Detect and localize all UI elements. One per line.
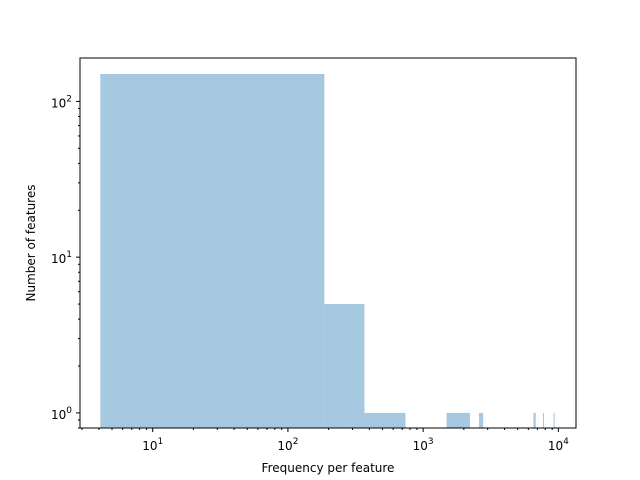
x-axis-label: Frequency per feature [262, 461, 395, 475]
histogram-bar [479, 412, 484, 428]
y-tick-label: 100 [51, 406, 72, 422]
histogram-bar [543, 412, 545, 428]
y-axis-ticks: 100 101 102 [51, 94, 80, 429]
histogram-bar [446, 412, 470, 428]
histogram-bar [553, 412, 555, 428]
histogram-bar [324, 304, 365, 428]
histogram-bars [100, 73, 555, 428]
histogram-bar [100, 73, 325, 428]
plot-frame [79, 57, 577, 429]
y-tick-label: 102 [51, 94, 72, 110]
x-axis-ticks: 101 102 103 104 [81, 428, 569, 453]
y-tick-label: 101 [51, 250, 72, 266]
x-tick-label: 102 [277, 437, 298, 453]
x-tick-label: 104 [548, 437, 569, 453]
x-tick-label: 101 [142, 437, 163, 453]
histogram-bar [364, 412, 406, 428]
x-tick-label: 103 [413, 437, 434, 453]
y-axis-label: Number of features [24, 185, 38, 302]
histogram-bar [533, 412, 536, 428]
